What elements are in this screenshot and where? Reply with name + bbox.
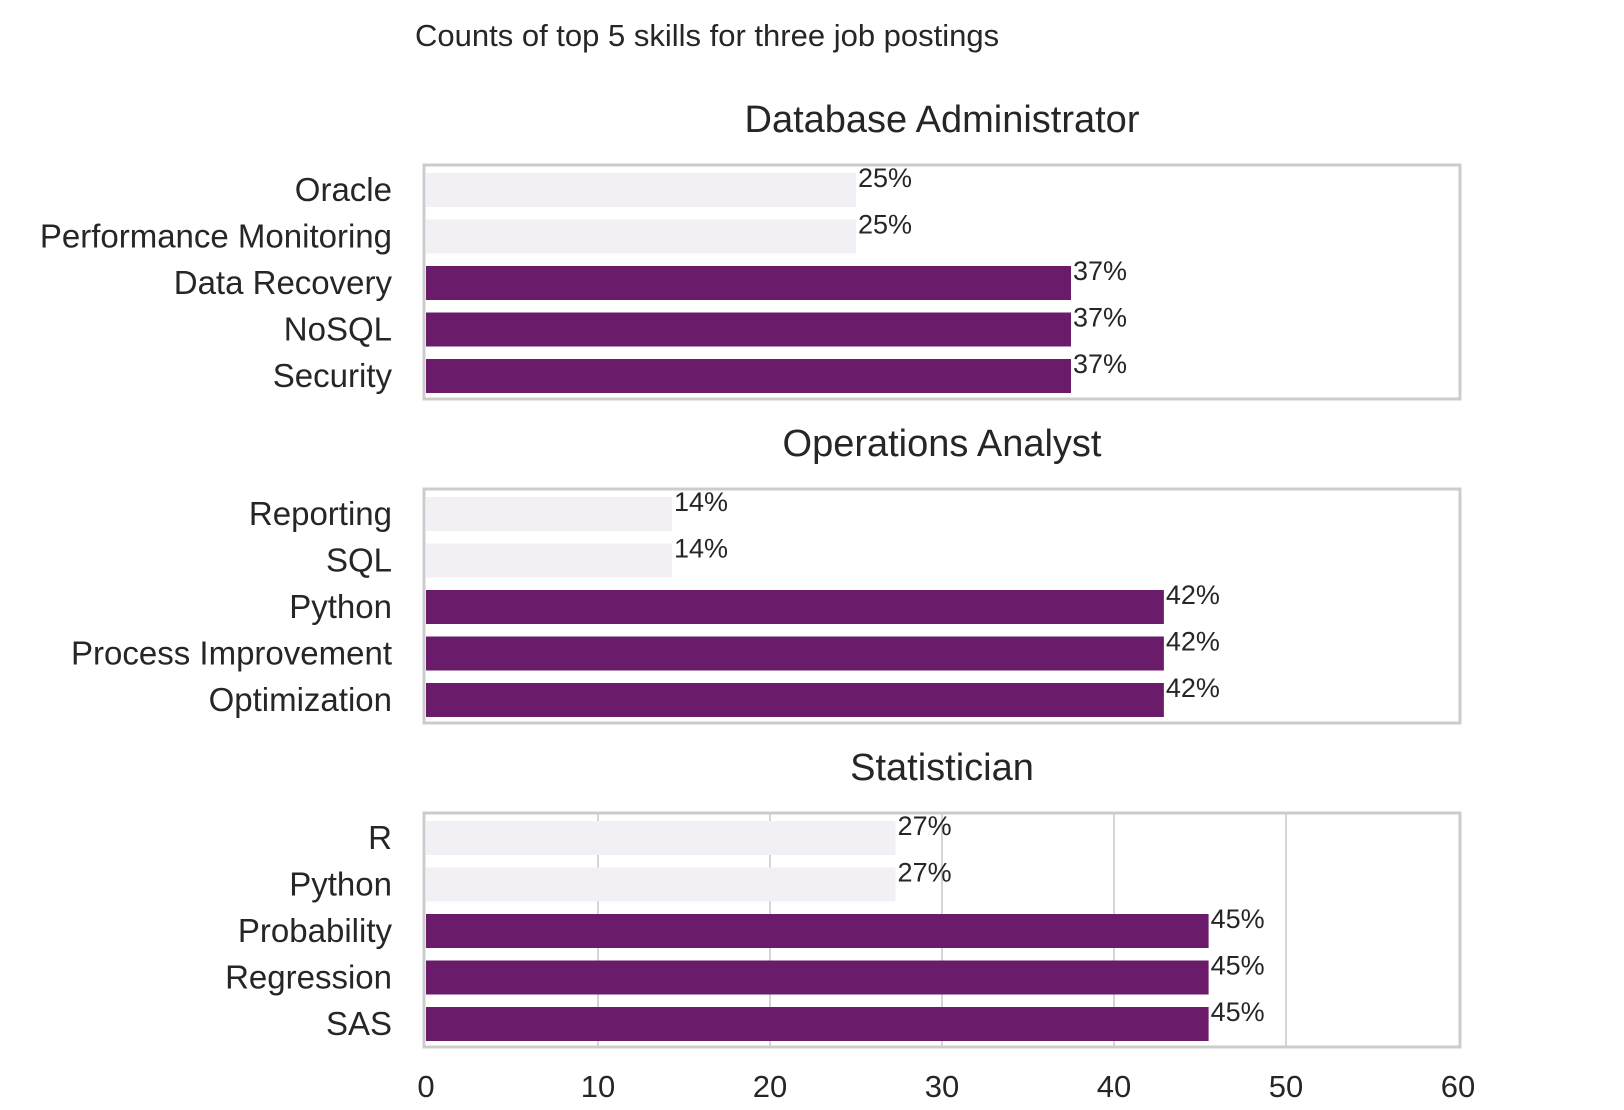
- x-tick-label: 60: [1441, 1069, 1475, 1104]
- bar: [426, 219, 856, 254]
- x-tick-label: 30: [925, 1069, 959, 1104]
- data-label: 37%: [1073, 349, 1127, 379]
- panel-title: Database Administrator: [745, 99, 1140, 141]
- bar: [426, 266, 1071, 300]
- bar: [426, 359, 1071, 393]
- category-label: Oracle: [295, 171, 392, 208]
- category-label: Regression: [225, 959, 392, 996]
- bar: [426, 497, 672, 531]
- data-label: 42%: [1166, 673, 1220, 703]
- category-label: SAS: [326, 1005, 392, 1042]
- data-label: 37%: [1073, 256, 1127, 286]
- data-label: 42%: [1166, 627, 1220, 657]
- panel-frame: [422, 811, 1462, 1049]
- panel-title: Statistician: [850, 747, 1034, 789]
- data-label: 37%: [1073, 303, 1127, 333]
- bar: [426, 960, 1209, 995]
- panel-0: Database Administrator 25% Oracle 25% Perfor…: [40, 99, 1462, 401]
- bar: [426, 683, 1164, 717]
- category-label: SQL: [326, 542, 392, 579]
- bar: [426, 590, 1164, 624]
- data-label: 25%: [858, 163, 912, 193]
- bar: [426, 173, 856, 207]
- bar: [426, 1007, 1209, 1041]
- panel-2: Statistician 27% R 27% Python 45% Probability 4…: [225, 747, 1462, 1049]
- category-label: Data Recovery: [174, 264, 393, 301]
- data-label: 45%: [1211, 904, 1265, 934]
- panel-1: Operations Analyst 14% Reporting 14% SQL 42% P…: [71, 423, 1462, 725]
- bar: [426, 312, 1071, 347]
- x-tick-label: 10: [581, 1069, 615, 1104]
- x-axis: 0 10 20 30 40 50 60: [417, 1069, 1475, 1104]
- data-label: 14%: [674, 534, 728, 564]
- x-tick-label: 20: [753, 1069, 787, 1104]
- bar: [426, 867, 896, 902]
- data-label: 45%: [1211, 997, 1265, 1027]
- category-label: Probability: [238, 912, 393, 949]
- panel-frame: [422, 163, 1462, 401]
- category-label: Python: [289, 588, 392, 625]
- data-label: 25%: [858, 210, 912, 240]
- category-label: Security: [273, 357, 393, 394]
- category-label: R: [368, 819, 392, 856]
- category-label: Optimization: [209, 681, 392, 718]
- x-tick-label: 50: [1269, 1069, 1303, 1104]
- category-label: Performance Monitoring: [40, 218, 392, 255]
- panel-title: Operations Analyst: [783, 423, 1102, 465]
- bar: [426, 636, 1164, 671]
- bar: [426, 543, 672, 578]
- chart-title: Counts of top 5 skills for three job pos…: [415, 18, 999, 53]
- category-label: Python: [289, 866, 392, 903]
- panel-frame: [422, 487, 1462, 725]
- bar: [426, 821, 896, 855]
- category-label: Reporting: [249, 495, 392, 532]
- category-label: Process Improvement: [71, 635, 392, 672]
- category-label: NoSQL: [284, 311, 392, 348]
- data-label: 14%: [674, 487, 728, 517]
- x-tick-label: 40: [1097, 1069, 1131, 1104]
- bar: [426, 914, 1209, 948]
- x-tick-label: 0: [417, 1069, 434, 1104]
- data-label: 45%: [1211, 951, 1265, 981]
- chart-panels: Database Administrator 25% Oracle 25% Perfor…: [40, 99, 1462, 1049]
- data-label: 27%: [898, 811, 952, 841]
- data-label: 42%: [1166, 580, 1220, 610]
- data-label: 27%: [898, 858, 952, 888]
